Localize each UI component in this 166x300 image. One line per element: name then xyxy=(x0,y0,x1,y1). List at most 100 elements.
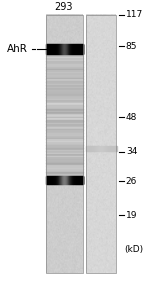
Bar xyxy=(77,44,78,54)
Bar xyxy=(46,64,83,65)
Bar xyxy=(78,176,79,184)
Bar xyxy=(88,146,89,151)
Text: AhR: AhR xyxy=(7,44,28,54)
Bar xyxy=(63,44,64,54)
Bar xyxy=(73,44,74,54)
Bar xyxy=(46,15,83,273)
Bar xyxy=(96,146,97,151)
Bar xyxy=(57,176,58,184)
Bar xyxy=(46,67,83,68)
Bar xyxy=(67,176,68,184)
Bar xyxy=(53,176,54,184)
Bar xyxy=(82,44,83,54)
Bar xyxy=(80,44,81,54)
Bar xyxy=(46,136,83,137)
Bar xyxy=(46,172,83,173)
Bar xyxy=(46,141,83,142)
Bar xyxy=(46,135,83,136)
Bar xyxy=(100,146,101,151)
Bar xyxy=(48,176,49,184)
Bar xyxy=(46,157,83,158)
Text: 117: 117 xyxy=(126,11,143,20)
Bar xyxy=(51,44,52,54)
Bar xyxy=(49,176,50,184)
Bar xyxy=(46,154,83,155)
Bar xyxy=(76,176,77,184)
Bar xyxy=(46,103,83,104)
Bar xyxy=(46,59,83,61)
Bar xyxy=(99,146,100,151)
Bar xyxy=(46,85,83,86)
Bar xyxy=(46,171,83,172)
Bar xyxy=(46,132,83,133)
Bar xyxy=(89,146,90,151)
Bar xyxy=(46,165,83,166)
Bar xyxy=(87,146,88,151)
Bar xyxy=(46,70,83,71)
Bar xyxy=(114,146,115,151)
Bar xyxy=(46,174,83,175)
Bar xyxy=(46,87,83,88)
Bar xyxy=(46,109,83,110)
Bar xyxy=(46,94,83,95)
Bar xyxy=(46,61,83,62)
Bar xyxy=(46,84,83,85)
Bar xyxy=(46,150,83,151)
Bar xyxy=(46,88,83,89)
Bar xyxy=(74,176,75,184)
Bar xyxy=(102,146,103,151)
Bar xyxy=(95,146,96,151)
Bar xyxy=(93,146,94,151)
Bar xyxy=(46,126,83,127)
Text: 48: 48 xyxy=(126,113,137,122)
Bar xyxy=(94,146,95,151)
Bar xyxy=(46,105,83,106)
Bar xyxy=(46,120,83,121)
Bar xyxy=(46,121,83,122)
Bar xyxy=(46,73,83,74)
Bar xyxy=(98,146,99,151)
Bar xyxy=(69,44,70,54)
Bar xyxy=(64,176,65,184)
Bar xyxy=(47,44,48,54)
Bar xyxy=(46,66,83,67)
Bar xyxy=(46,156,83,157)
Bar xyxy=(81,176,82,184)
Bar xyxy=(55,176,56,184)
Bar xyxy=(46,115,83,116)
Bar xyxy=(46,97,83,98)
Bar xyxy=(64,44,65,54)
Bar xyxy=(72,44,73,54)
Bar xyxy=(46,160,83,161)
Bar xyxy=(63,176,64,184)
Bar xyxy=(59,44,60,54)
Bar xyxy=(73,176,74,184)
Bar xyxy=(46,123,83,124)
Bar xyxy=(46,144,83,145)
Bar xyxy=(46,169,83,170)
Bar xyxy=(90,146,91,151)
Bar xyxy=(68,176,69,184)
Bar xyxy=(107,146,108,151)
Bar xyxy=(65,176,66,184)
Bar xyxy=(46,142,83,143)
Bar xyxy=(50,176,51,184)
Bar xyxy=(77,176,78,184)
Bar xyxy=(82,176,83,184)
Bar xyxy=(46,44,47,54)
Bar xyxy=(46,81,83,82)
Bar xyxy=(115,146,116,151)
Bar xyxy=(116,146,117,151)
Bar xyxy=(46,129,83,130)
Bar xyxy=(105,146,106,151)
Bar xyxy=(65,44,66,54)
Bar xyxy=(86,15,116,273)
Bar xyxy=(46,82,83,83)
Bar xyxy=(81,44,82,54)
Bar xyxy=(104,146,105,151)
Bar xyxy=(46,166,83,167)
Bar xyxy=(52,176,53,184)
Bar xyxy=(46,127,83,128)
Bar xyxy=(112,146,113,151)
Bar xyxy=(46,176,47,184)
